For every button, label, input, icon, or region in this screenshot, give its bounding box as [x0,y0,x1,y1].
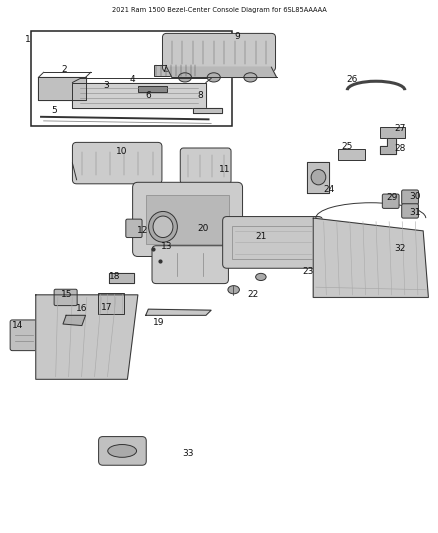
Bar [380,126,405,138]
FancyBboxPatch shape [126,219,142,238]
Ellipse shape [207,73,220,82]
Text: 30: 30 [410,191,421,200]
Ellipse shape [256,273,266,280]
Text: 25: 25 [342,142,353,151]
Text: 26: 26 [347,76,358,84]
Text: 9: 9 [234,32,240,41]
Text: 18: 18 [109,272,120,281]
Polygon shape [146,309,211,316]
Text: 21: 21 [255,231,267,240]
Text: 15: 15 [61,290,73,300]
Polygon shape [380,138,396,154]
Text: 10: 10 [117,147,128,156]
Polygon shape [193,108,222,113]
Text: 28: 28 [394,143,405,152]
FancyBboxPatch shape [72,142,162,184]
Text: 16: 16 [76,304,88,313]
Polygon shape [313,218,428,297]
Bar [338,149,364,160]
Text: 29: 29 [386,193,397,202]
Bar [154,65,198,76]
Text: 2: 2 [62,65,67,74]
Polygon shape [63,316,85,326]
Text: 8: 8 [198,91,204,100]
Text: 27: 27 [394,124,405,133]
Ellipse shape [311,169,326,185]
Bar [232,226,313,259]
Ellipse shape [148,212,177,242]
Ellipse shape [153,216,173,238]
Text: 24: 24 [323,185,335,195]
Text: 19: 19 [153,319,165,327]
Polygon shape [307,162,329,192]
FancyBboxPatch shape [180,148,231,184]
Polygon shape [109,273,134,283]
Text: 22: 22 [247,290,259,300]
Text: 23: 23 [302,268,314,276]
Text: 11: 11 [219,165,230,174]
Text: 12: 12 [138,227,149,236]
FancyBboxPatch shape [402,190,418,204]
FancyBboxPatch shape [162,34,276,71]
Text: 31: 31 [410,208,421,217]
FancyBboxPatch shape [382,194,399,208]
Polygon shape [39,77,85,100]
Text: 13: 13 [161,242,173,251]
FancyBboxPatch shape [10,320,38,351]
Text: 33: 33 [182,449,193,458]
Ellipse shape [41,82,60,98]
Text: 6: 6 [145,91,151,100]
Text: 2021 Ram 1500 Bezel-Center Console Diagram for 6SL85AAAAA: 2021 Ram 1500 Bezel-Center Console Diagr… [112,7,326,13]
Bar [138,86,166,92]
Polygon shape [36,295,138,379]
FancyBboxPatch shape [133,182,243,256]
Text: 4: 4 [130,76,135,84]
Ellipse shape [108,445,137,457]
Ellipse shape [62,82,81,98]
Text: 3: 3 [103,80,110,90]
Ellipse shape [244,73,257,82]
FancyBboxPatch shape [54,289,77,305]
Text: 17: 17 [101,303,112,312]
Polygon shape [166,67,276,77]
Ellipse shape [178,73,191,82]
Polygon shape [72,83,206,108]
Text: 32: 32 [394,244,405,253]
Bar [146,195,230,244]
Text: 7: 7 [161,65,167,74]
FancyBboxPatch shape [223,216,323,268]
Text: 20: 20 [198,224,209,233]
Text: 14: 14 [12,321,23,330]
FancyBboxPatch shape [99,437,146,465]
Ellipse shape [228,286,240,294]
Text: 1: 1 [25,35,31,44]
FancyBboxPatch shape [402,204,418,218]
FancyBboxPatch shape [152,246,229,284]
Text: 5: 5 [51,106,57,115]
Bar [98,293,124,314]
Bar [31,31,232,126]
